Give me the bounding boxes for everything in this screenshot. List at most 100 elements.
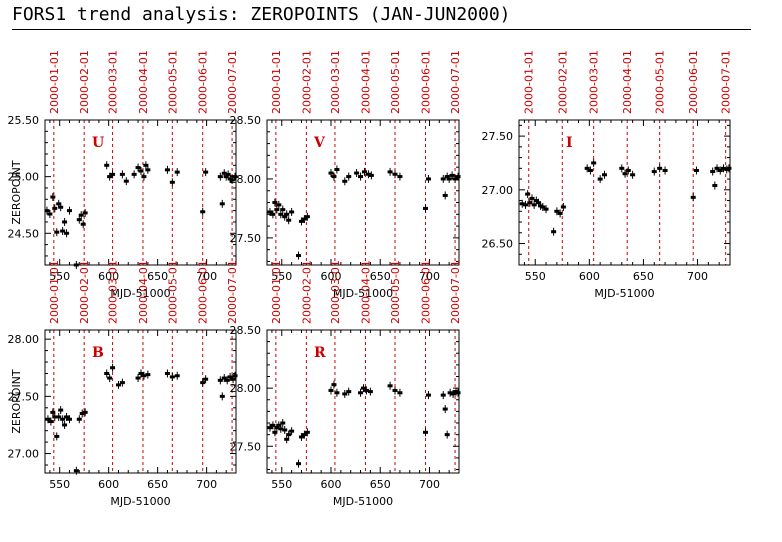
plot-frame (266, 119, 460, 266)
data-point (62, 217, 68, 226)
data-point (50, 408, 56, 417)
data-point (270, 210, 276, 219)
data-point (232, 172, 238, 181)
month-marker-label: 2000-01-01 (270, 260, 283, 324)
data-point (119, 378, 125, 387)
plot-frame (44, 329, 237, 474)
data-point (625, 166, 631, 175)
data-point (225, 170, 231, 179)
data-point (298, 432, 304, 441)
data-point (361, 167, 367, 176)
data-point (455, 388, 461, 397)
data-point (630, 170, 636, 179)
data-point (301, 430, 307, 439)
month-marker-label: 2000-06-01 (197, 50, 210, 114)
data-point (141, 371, 147, 380)
data-point (365, 170, 371, 179)
y-tick-label: 25.00 (8, 171, 40, 184)
data-point (203, 375, 209, 384)
data-point (221, 374, 227, 383)
data-point (560, 203, 566, 211)
data-point (169, 178, 175, 187)
data-point (304, 212, 310, 221)
month-marker-label: 2000-07-01 (226, 50, 239, 114)
data-point (601, 170, 607, 179)
data-point (662, 166, 668, 175)
month-marker-label: 2000-02-01 (78, 260, 91, 324)
data-point (278, 210, 284, 219)
month-marker-label: 2000-07-01 (226, 260, 239, 324)
data-point (276, 200, 282, 209)
data-point (387, 381, 393, 390)
data-point (693, 166, 699, 175)
data-point (54, 228, 60, 237)
x-tick-label: 600 (321, 270, 342, 283)
data-point (690, 193, 696, 202)
data-point (104, 369, 110, 378)
data-point (597, 175, 603, 184)
data-point (44, 206, 50, 215)
data-point (48, 417, 54, 426)
data-point (397, 388, 403, 397)
data-point (334, 388, 340, 397)
data-point (304, 428, 310, 437)
data-point (270, 421, 276, 430)
data-point (591, 158, 597, 167)
data-point (60, 415, 66, 424)
month-marker-label: 2000-04-01 (621, 50, 634, 114)
x-axis-label: MJD-51000 (333, 287, 393, 300)
data-point (107, 172, 113, 181)
data-point (64, 229, 70, 238)
month-marker-label: 2000-04-01 (359, 260, 372, 324)
data-point (52, 412, 58, 421)
band-label: V (313, 135, 326, 151)
data-point (527, 198, 533, 207)
data-point (45, 415, 51, 424)
data-point (64, 412, 70, 421)
data-point (282, 425, 288, 434)
data-point (622, 169, 628, 178)
data-point (289, 207, 295, 216)
data-point (203, 168, 209, 177)
data-point (543, 205, 549, 214)
data-point (280, 205, 286, 214)
x-axis-label: MJD-51000 (110, 287, 170, 300)
data-point (444, 430, 450, 439)
data-point (60, 227, 66, 236)
data-point (296, 251, 302, 260)
data-point (200, 378, 206, 387)
data-point (138, 166, 144, 175)
data-point (354, 169, 360, 178)
data-point (135, 163, 141, 172)
month-marker-label: 2000-04-01 (137, 50, 150, 114)
data-point (82, 408, 88, 417)
x-axis-label: MJD-51000 (110, 495, 170, 508)
data-point (657, 164, 663, 173)
month-marker-label: 2000-02-01 (78, 50, 91, 114)
x-tick-label: 550 (271, 478, 292, 491)
data-point (360, 384, 366, 393)
data-point (392, 170, 398, 179)
data-point (58, 203, 64, 212)
data-point (174, 371, 180, 380)
data-point (110, 170, 116, 179)
data-point (80, 220, 86, 229)
data-point (50, 193, 56, 202)
month-marker-label: 2000-05-01 (389, 50, 402, 114)
band-label: I (566, 135, 573, 151)
data-point (217, 172, 223, 181)
plot-frame (266, 329, 460, 474)
data-point (446, 174, 452, 183)
band-label: B (92, 345, 104, 361)
y-tick-label: 27.50 (230, 440, 262, 453)
data-point (284, 435, 290, 444)
data-point (224, 376, 230, 385)
data-point (289, 427, 295, 436)
data-point (54, 432, 60, 441)
data-point (387, 167, 393, 176)
data-point (141, 172, 147, 181)
data-point (442, 405, 448, 414)
data-point (619, 164, 625, 173)
data-point (346, 172, 352, 181)
data-point (367, 387, 373, 396)
